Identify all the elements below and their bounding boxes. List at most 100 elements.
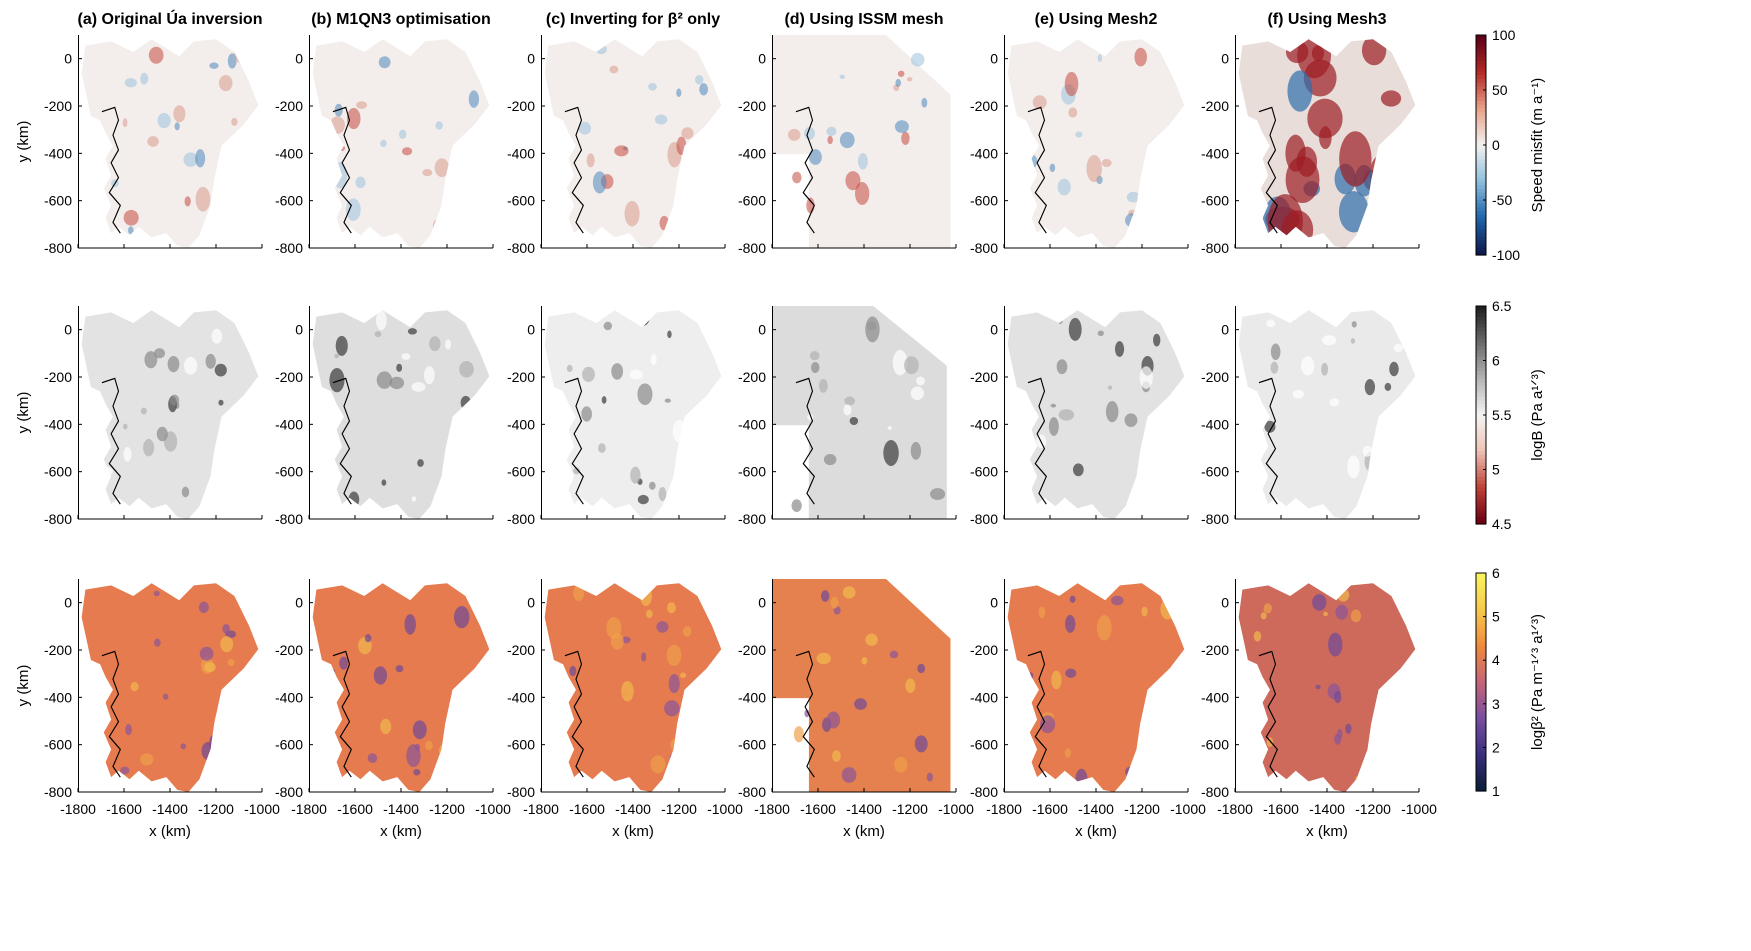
field-anomaly (1152, 206, 1164, 223)
field-anomaly (849, 416, 859, 426)
colorbar-segment (1476, 126, 1486, 131)
field-anomaly (376, 371, 393, 389)
x-tick-label: -1000 (1170, 801, 1206, 817)
field-anomaly (367, 753, 378, 764)
field-anomaly (1155, 692, 1165, 701)
field-anomaly (1141, 478, 1149, 485)
y-tick-label: -600 (738, 737, 766, 753)
y-tick-label: -600 (1201, 464, 1229, 480)
colorbar-segment (1476, 174, 1486, 179)
y-tick-label: 0 (990, 51, 998, 67)
colorbar-segment (1476, 736, 1486, 741)
colorbar-segment (1476, 444, 1486, 449)
field-anomaly (1114, 341, 1125, 357)
colorbar-segment (1476, 167, 1486, 172)
colorbar-segment (1476, 747, 1486, 752)
field-anomaly (1362, 445, 1372, 457)
colorbar-segment (1476, 616, 1486, 621)
panel-title: (e) Using Mesh2 (1035, 11, 1158, 28)
grounding-line (101, 377, 121, 505)
field-anomaly (140, 72, 149, 85)
field-anomaly (649, 481, 656, 490)
colorbar-segment (1476, 696, 1486, 701)
field-anomaly (654, 114, 668, 125)
field-anomaly (218, 399, 224, 406)
y-tick-label: -400 (275, 145, 303, 161)
colorbar-segment (1476, 725, 1486, 730)
field-anomaly (658, 487, 667, 502)
grounding-line (101, 106, 121, 234)
field-anomaly (460, 395, 471, 410)
ice-domain (1007, 39, 1185, 248)
field-anomaly (173, 105, 186, 123)
colorbar-tick-label: 5 (1492, 609, 1500, 625)
field-anomaly (1050, 403, 1057, 408)
colorbar-1: 100 50 0 -50 -100 Speed misfit (m a⁻¹) (1475, 27, 1546, 263)
colorbar-segment (1476, 433, 1486, 438)
colorbar-segment (1476, 422, 1486, 427)
field-anomaly (429, 336, 441, 352)
x-tick-label: -1000 (938, 801, 974, 817)
field-anomaly (1307, 98, 1343, 139)
colorbar-segment (1476, 462, 1486, 467)
field-anomaly (1069, 595, 1076, 603)
colorbar-segment (1476, 678, 1486, 683)
field-anomaly (1285, 156, 1320, 204)
field-anomaly (222, 623, 230, 634)
field-anomaly (125, 724, 132, 736)
field-anomaly (1347, 455, 1360, 479)
field-anomaly (672, 419, 686, 443)
field-anomaly (1358, 229, 1373, 242)
field-anomaly (153, 638, 161, 647)
colorbar-segment (1476, 156, 1486, 161)
field-anomaly (439, 744, 448, 757)
field-anomaly (380, 139, 387, 148)
field-anomaly (1031, 156, 1038, 165)
colorbar-segment (1476, 240, 1486, 245)
field-anomaly (1260, 612, 1267, 620)
colorbar-segment (1476, 349, 1486, 354)
colorbar-tick-label: -50 (1492, 192, 1512, 208)
field-anomaly (220, 636, 234, 653)
field-anomaly (827, 135, 833, 145)
field-anomaly (411, 382, 426, 392)
y-tick-label: 0 (64, 322, 72, 338)
colorbar-segment (1476, 75, 1486, 80)
field-anomaly (1328, 632, 1343, 657)
field-anomaly (398, 129, 407, 139)
field-anomaly (916, 376, 925, 386)
y-tick-label: -600 (970, 193, 998, 209)
colorbar-segment (1476, 751, 1486, 756)
colorbar-segment (1476, 229, 1486, 234)
y-tick-label: -600 (970, 737, 998, 753)
field-anomaly (841, 767, 857, 783)
field-anomaly (412, 720, 427, 740)
panel-r1-c1: 0 -200 -400 -600 -800 y (km) (a) Original Úa i… (15, 9, 263, 256)
y-tick-label: -600 (970, 464, 998, 480)
colorbar-segment (1476, 137, 1486, 142)
colorbar-segment (1476, 211, 1486, 216)
colorbar-segment (1476, 145, 1486, 150)
field-anomaly (910, 52, 925, 67)
colorbar-segment (1476, 418, 1486, 423)
field-anomaly (839, 131, 855, 149)
colorbar-segment (1476, 163, 1486, 168)
field-anomaly (1057, 316, 1063, 325)
colorbar-segment (1476, 335, 1486, 340)
field-anomaly (611, 363, 624, 380)
grounding-line (795, 650, 815, 778)
field-anomaly (1164, 208, 1172, 220)
y-tick-label: -400 (970, 145, 998, 161)
field-anomaly (845, 171, 861, 191)
y-tick-label: -200 (275, 642, 303, 658)
grounding-line (1258, 377, 1278, 505)
colorbar-segment (1476, 200, 1486, 205)
colorbar-segment (1476, 491, 1486, 496)
y-axis-label: y (km) (15, 392, 32, 434)
x-tick-label: -1200 (429, 801, 465, 817)
y-tick-label: 0 (64, 51, 72, 67)
colorbar-segment (1476, 685, 1486, 690)
colorbar-segment (1476, 108, 1486, 113)
field-anomaly (441, 210, 448, 217)
field-anomaly (804, 127, 816, 140)
